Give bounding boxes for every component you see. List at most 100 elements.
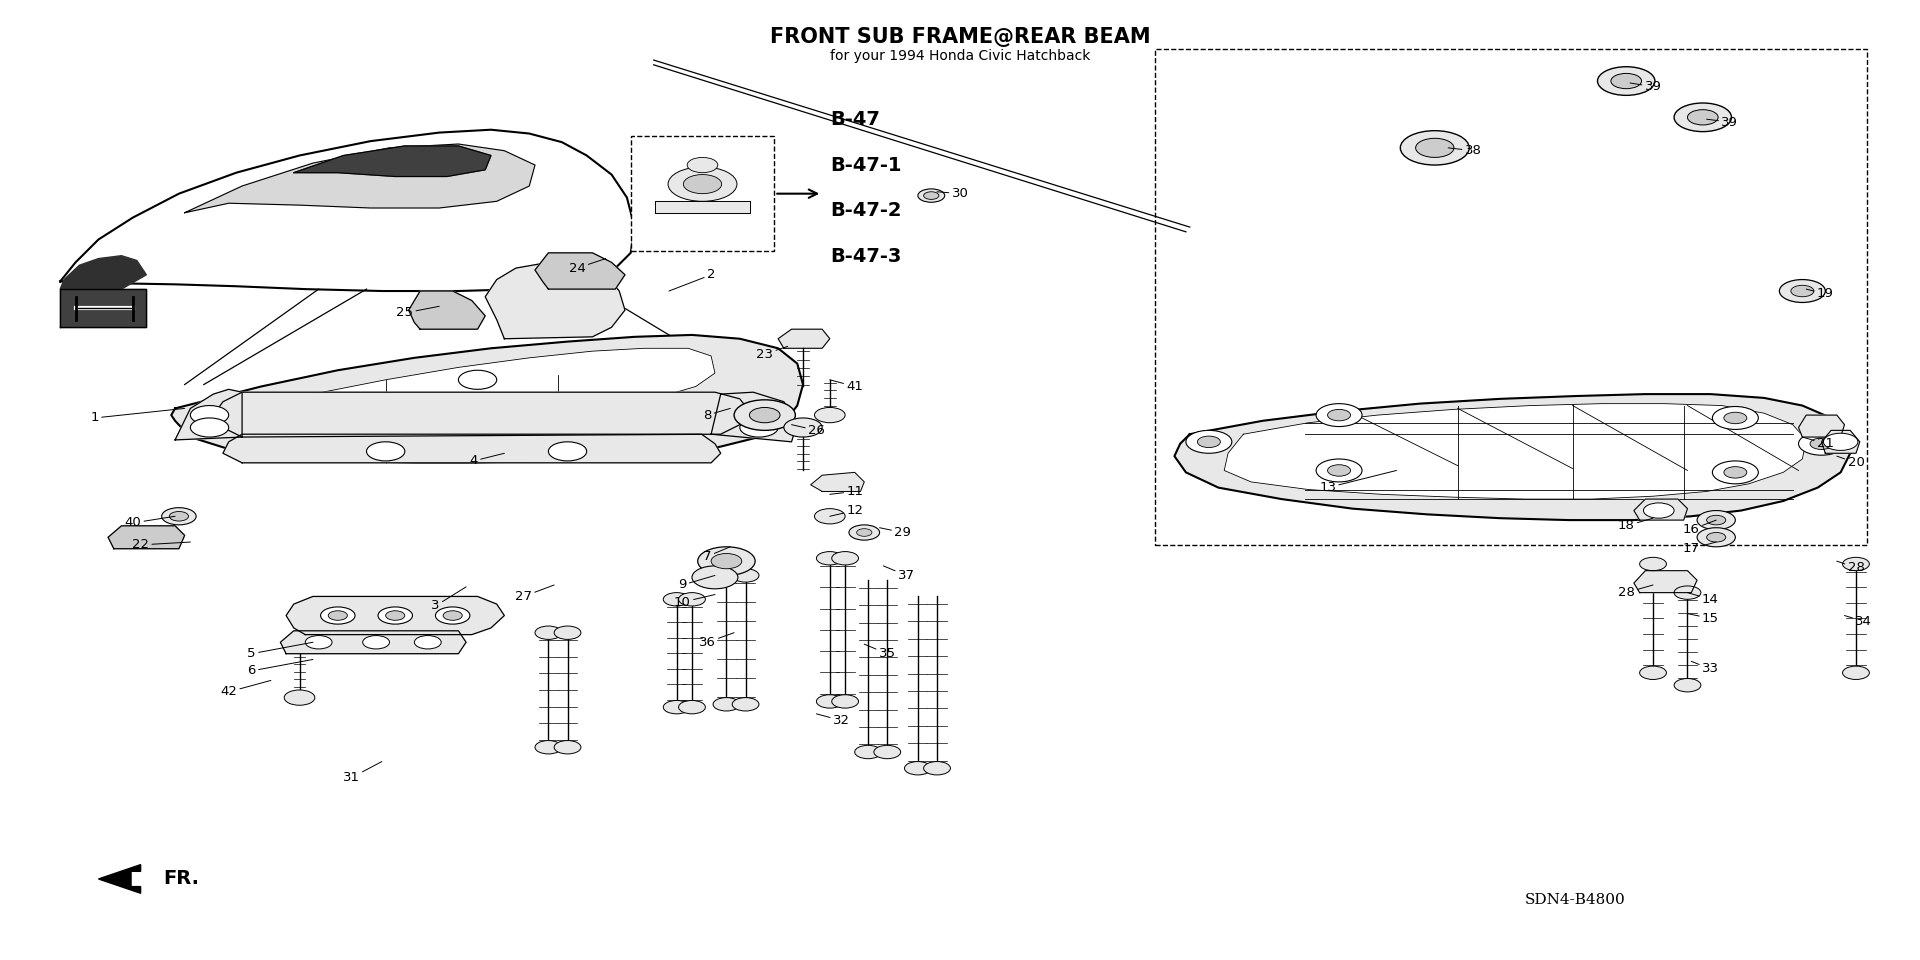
Circle shape [662, 701, 689, 714]
Polygon shape [1822, 430, 1860, 453]
Text: 8: 8 [703, 408, 730, 421]
Text: 42: 42 [221, 681, 271, 698]
Circle shape [1824, 433, 1859, 450]
Text: 22: 22 [132, 539, 190, 551]
Bar [1156, 49, 1868, 545]
Circle shape [687, 157, 718, 173]
Circle shape [555, 740, 582, 754]
Circle shape [1724, 467, 1747, 478]
Text: 7: 7 [703, 547, 730, 563]
Circle shape [1187, 430, 1233, 453]
Circle shape [904, 761, 931, 775]
Text: 30: 30 [937, 187, 968, 201]
Circle shape [816, 695, 843, 708]
Text: 15: 15 [1688, 612, 1718, 625]
Polygon shape [171, 335, 803, 463]
Circle shape [849, 525, 879, 540]
Circle shape [444, 611, 463, 620]
Circle shape [1674, 103, 1732, 132]
Circle shape [662, 592, 689, 606]
Circle shape [1799, 432, 1845, 455]
Circle shape [732, 568, 758, 582]
Text: 13: 13 [1319, 470, 1396, 494]
Circle shape [305, 636, 332, 649]
Polygon shape [60, 255, 146, 289]
Polygon shape [655, 202, 751, 213]
Polygon shape [1175, 395, 1851, 520]
Text: 32: 32 [816, 714, 851, 727]
Text: 36: 36 [699, 633, 733, 649]
Polygon shape [486, 262, 626, 339]
Text: 31: 31 [342, 761, 382, 784]
Circle shape [1640, 666, 1667, 680]
Text: 12: 12 [829, 504, 864, 517]
Text: FRONT SUB FRAME@REAR BEAM: FRONT SUB FRAME@REAR BEAM [770, 27, 1150, 47]
Text: 9: 9 [678, 575, 714, 591]
Circle shape [1688, 109, 1718, 125]
Circle shape [436, 607, 470, 624]
Circle shape [1415, 138, 1453, 157]
Circle shape [1315, 459, 1361, 482]
Circle shape [1843, 666, 1870, 680]
Circle shape [668, 167, 737, 202]
Text: 1: 1 [90, 408, 184, 424]
Circle shape [1843, 558, 1870, 570]
Polygon shape [280, 631, 467, 654]
Circle shape [1697, 528, 1736, 547]
Circle shape [1611, 73, 1642, 88]
Circle shape [854, 745, 881, 758]
Circle shape [1707, 533, 1726, 542]
Polygon shape [1799, 415, 1845, 437]
Polygon shape [294, 146, 492, 177]
Circle shape [831, 695, 858, 708]
Polygon shape [810, 472, 864, 492]
Polygon shape [1634, 499, 1688, 520]
Polygon shape [223, 434, 720, 463]
Text: 23: 23 [756, 347, 787, 361]
Circle shape [684, 175, 722, 194]
Circle shape [831, 552, 858, 564]
Text: 19: 19 [1807, 287, 1834, 300]
Circle shape [536, 740, 563, 754]
Circle shape [1644, 503, 1674, 518]
Polygon shape [710, 393, 797, 442]
Text: 17: 17 [1682, 542, 1716, 555]
Circle shape [783, 418, 822, 437]
Text: 21: 21 [1803, 437, 1834, 450]
Circle shape [1640, 558, 1667, 570]
Text: 34: 34 [1845, 614, 1872, 628]
Text: 39: 39 [1707, 115, 1738, 129]
Circle shape [1674, 586, 1701, 599]
Text: 40: 40 [125, 516, 175, 530]
Circle shape [1327, 465, 1350, 476]
Text: 11: 11 [829, 485, 864, 498]
Circle shape [1713, 461, 1759, 484]
Text: 27: 27 [515, 585, 555, 603]
Text: 35: 35 [864, 644, 897, 660]
Circle shape [712, 698, 739, 711]
Text: 33: 33 [1692, 661, 1718, 676]
Circle shape [321, 607, 355, 624]
Polygon shape [1225, 403, 1807, 499]
Text: SDN4-B4800: SDN4-B4800 [1524, 893, 1626, 907]
Bar [630, 136, 774, 251]
Circle shape [924, 761, 950, 775]
Circle shape [733, 399, 795, 430]
Text: FR.: FR. [163, 870, 200, 888]
Circle shape [691, 565, 737, 588]
Circle shape [1198, 436, 1221, 447]
Polygon shape [778, 329, 829, 348]
Text: 37: 37 [883, 565, 916, 582]
Text: 3: 3 [432, 587, 467, 612]
Polygon shape [536, 252, 626, 289]
Text: for your 1994 Honda Civic Hatchback: for your 1994 Honda Civic Hatchback [829, 49, 1091, 62]
Circle shape [874, 745, 900, 758]
Circle shape [749, 407, 780, 422]
Circle shape [1315, 403, 1361, 426]
Circle shape [739, 405, 778, 424]
Circle shape [1713, 406, 1759, 429]
Circle shape [712, 568, 739, 582]
Polygon shape [286, 596, 505, 635]
Circle shape [1400, 131, 1469, 165]
Circle shape [549, 442, 588, 461]
